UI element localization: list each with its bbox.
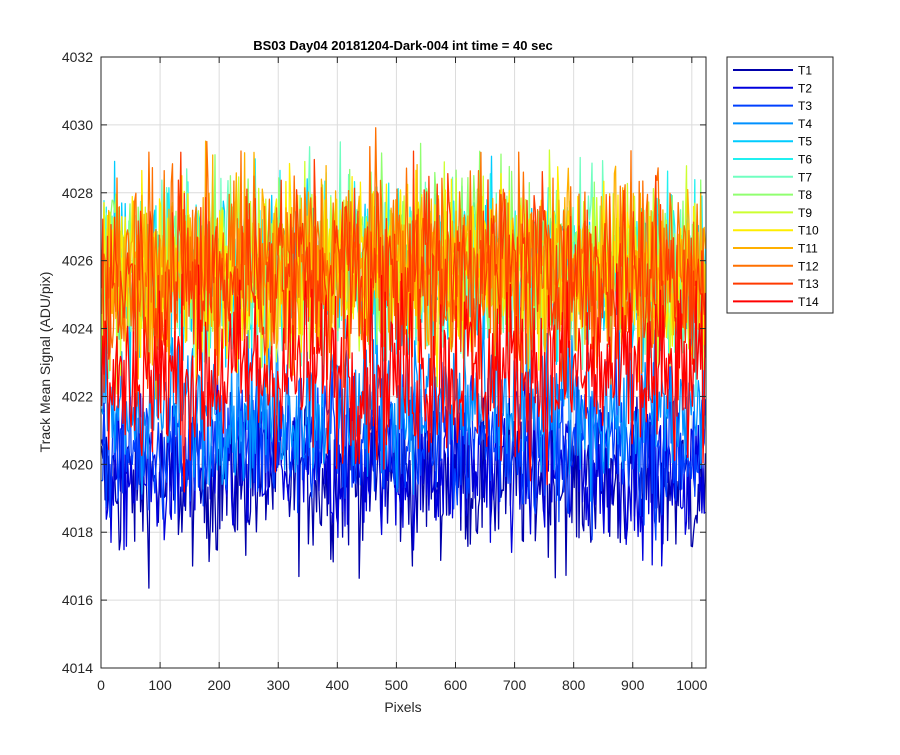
series-lines: [100, 127, 707, 589]
ticks: 0 100 200 300 400 500 600 700 800 900 1000 4014 4016…: [62, 49, 708, 693]
x-tick-label: 900: [621, 677, 645, 693]
y-tick-label: 4014: [62, 660, 93, 676]
y-tick-label: 4030: [62, 117, 93, 133]
legend-box: [726, 56, 834, 314]
legend-label-t12: T12: [798, 259, 819, 273]
y-tick-label: 4028: [62, 185, 93, 201]
x-tick-label: 300: [267, 677, 291, 693]
x-tick-label: 200: [207, 677, 231, 693]
series-line-t12: [100, 127, 707, 398]
legend-label-t11: T11: [798, 242, 818, 256]
series-line-t4: [100, 305, 707, 502]
legend-label-t3: T3: [798, 99, 812, 113]
legend-label-t10: T10: [798, 224, 819, 238]
legend-label-t13: T13: [798, 277, 819, 291]
legend-label-t4: T4: [798, 117, 812, 131]
y-tick-label: 4018: [62, 524, 93, 540]
axes-box: [100, 56, 707, 669]
y-tick-label: 4026: [62, 253, 93, 269]
x-tick-label: 1000: [676, 677, 707, 693]
chart-title: BS03 Day04 20181204-Dark-004 int time = …: [253, 38, 553, 53]
legend-label-t7: T7: [798, 170, 812, 184]
legend-label-t8: T8: [798, 188, 812, 202]
y-axis-label: Track Mean Signal (ADU/pix): [37, 272, 53, 453]
x-tick-label: 400: [326, 677, 350, 693]
legend-label-t6: T6: [798, 153, 812, 167]
y-tick-label: 4022: [62, 388, 93, 404]
y-tick-label: 4020: [62, 456, 93, 472]
legend-label-t1: T1: [798, 64, 812, 78]
legend-label-t5: T5: [798, 135, 812, 149]
x-tick-label: 700: [503, 677, 527, 693]
x-tick-label: 0: [97, 677, 105, 693]
y-tick-label: 4032: [62, 49, 93, 65]
x-tick-label: 800: [562, 677, 586, 693]
legend: T1 T2 T3 T4 T5 T6 T7 T8 T9 T10 T11 T12 T13 T14: [726, 56, 834, 314]
x-tick-label: 600: [444, 677, 468, 693]
x-tick-label: 500: [385, 677, 409, 693]
legend-label-t14: T14: [798, 295, 819, 309]
legend-label-t2: T2: [798, 81, 812, 95]
x-axis-label: Pixels: [384, 699, 421, 715]
y-tick-label: 4016: [62, 592, 93, 608]
series-line-t14: [100, 263, 707, 493]
x-tick-label: 100: [148, 677, 172, 693]
y-tick-label: 4024: [62, 321, 93, 337]
legend-label-t9: T9: [798, 206, 812, 220]
